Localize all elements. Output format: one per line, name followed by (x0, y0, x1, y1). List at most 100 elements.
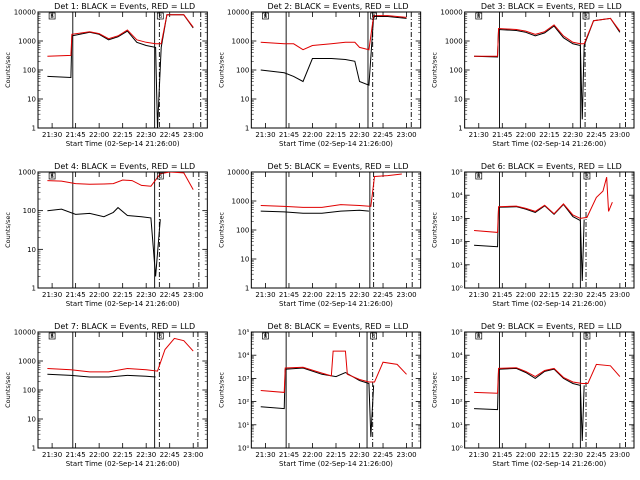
panel-det-6: Det 6: BLACK = Events, RED = LLD 10⁰ 10¹ 10… (431, 162, 635, 308)
x-tick-label: 21:30 (469, 451, 489, 459)
x-tick-label: 22:15 (326, 131, 346, 139)
series-lld (47, 337, 194, 373)
x-tick-label: 22:15 (539, 131, 559, 139)
plot-frame (37, 11, 208, 129)
series-lld (474, 176, 613, 233)
b-marker-box (370, 332, 377, 340)
b-marker-box (582, 12, 590, 20)
y-axis-label: Counts/sec (431, 212, 439, 248)
b-marker-label: B (372, 334, 376, 340)
y-tick-label: 10³ (451, 215, 463, 223)
b-marker-label: B (585, 334, 589, 340)
y-axis-label: Counts/sec (4, 212, 12, 248)
b-marker-label: B (477, 174, 481, 180)
plot-area (474, 332, 626, 448)
y-tick-label: 100 (23, 387, 36, 395)
y-axis-label: Counts/sec (217, 372, 225, 408)
chart-title: Det 4: BLACK = Events, RED = LLD (54, 162, 195, 171)
x-axis-label: Start Time (02-Sep-14 21:26:00) (279, 300, 393, 308)
x-tick-label: 21:30 (255, 131, 275, 139)
series-events (47, 14, 194, 128)
x-tick-label: 22:45 (373, 131, 393, 139)
x-tick-label: 21:45 (492, 291, 512, 299)
series-events (474, 17, 621, 120)
x-tick-label: 22:15 (539, 451, 559, 459)
x-tick-label: 22:00 (89, 131, 109, 139)
panel-det-3: Det 3: BLACK = Events, RED = LLD 1 10 100 10… (431, 2, 635, 148)
x-tick-label: 23:00 (396, 131, 416, 139)
x-axis-label: Start Time (02-Sep-14 21:26:00) (66, 140, 180, 148)
y-tick-label: 100 (236, 67, 249, 75)
plot-area (47, 12, 202, 128)
x-tick-label: 23:00 (396, 291, 416, 299)
b-marker-label: B (50, 334, 54, 340)
y-axis-label: Counts/sec (431, 52, 439, 88)
x-tick-label: 22:45 (160, 291, 180, 299)
x-tick-label: 21:30 (255, 451, 275, 459)
plot-frame (37, 331, 208, 449)
x-tick-label: 21:45 (492, 451, 512, 459)
b-marker-box (156, 12, 164, 20)
b-marker-box (262, 12, 269, 20)
x-tick-label: 23:00 (610, 291, 630, 299)
y-tick-label: 10⁰ (238, 445, 250, 453)
b-marker-label: B (159, 174, 163, 180)
series-events (474, 203, 585, 282)
x-tick-label: 23:00 (183, 451, 203, 459)
x-tick-label: 22:00 (516, 291, 536, 299)
y-tick-label: 10⁵ (451, 329, 463, 337)
x-tick-label: 22:00 (302, 451, 322, 459)
b-marker-box (156, 172, 164, 180)
b-marker-label: B (585, 174, 589, 180)
b-marker-box (583, 332, 591, 340)
b-marker-box (48, 12, 56, 20)
chart-title: Det 2: BLACK = Events, RED = LLD (268, 2, 409, 11)
plot-frame (250, 331, 422, 449)
y-axis-label: Counts/sec (217, 52, 225, 88)
x-tick-label: 22:45 (586, 131, 606, 139)
x-tick-label: 22:15 (113, 291, 133, 299)
plot-frame (250, 171, 422, 289)
panel-det-7: Det 7: BLACK = Events, RED = LLD 1 10 100 10… (4, 322, 208, 468)
b-marker-label: B (50, 14, 54, 20)
y-tick-label: 1 (32, 285, 36, 293)
x-tick-label: 22:30 (349, 291, 369, 299)
panel-det-8: Det 8: BLACK = Events, RED = LLD 10⁰ 10¹ 10… (217, 322, 422, 468)
y-tick-label: 10⁴ (451, 352, 463, 360)
b-marker-box (475, 12, 483, 20)
x-tick-label: 22:00 (89, 291, 109, 299)
x-tick-label: 22:45 (586, 291, 606, 299)
y-tick-label: 10 (454, 96, 463, 104)
y-tick-label: 10 (240, 256, 249, 264)
y-tick-label: 100 (236, 227, 249, 235)
x-tick-label: 22:30 (349, 451, 369, 459)
x-tick-label: 22:30 (136, 451, 156, 459)
y-tick-label: 10¹ (238, 421, 250, 429)
series-events (260, 209, 369, 214)
b-marker-label: B (159, 334, 163, 340)
x-tick-label: 22:30 (563, 291, 583, 299)
x-tick-label: 22:30 (136, 131, 156, 139)
series-lld (474, 363, 621, 394)
x-axis-label: Start Time (02-Sep-14 21:26:00) (492, 460, 606, 468)
panel-det-4: Det 4: BLACK = Events, RED = LLD 1 10 100 10… (4, 162, 208, 308)
x-tick-label: 22:15 (326, 451, 346, 459)
y-tick-label: 10² (451, 398, 463, 406)
b-marker-box (475, 172, 483, 180)
x-axis-label: Start Time (02-Sep-14 21:26:00) (66, 300, 180, 308)
x-tick-label: 23:00 (183, 131, 203, 139)
b-marker-box (583, 172, 591, 180)
y-axis-label: Counts/sec (4, 52, 12, 88)
series-lld (47, 14, 194, 57)
chart-title: Det 7: BLACK = Events, RED = LLD (54, 322, 195, 331)
plot-area (260, 332, 413, 448)
y-tick-label: 10000 (14, 329, 36, 337)
plot-area (47, 332, 199, 448)
y-tick-label: 1000 (445, 38, 463, 46)
x-tick-label: 22:30 (563, 131, 583, 139)
x-tick-label: 22:45 (586, 451, 606, 459)
plot-area (47, 172, 200, 288)
y-tick-label: 100 (449, 67, 462, 75)
x-tick-label: 22:15 (539, 291, 559, 299)
chart-title: Det 5: BLACK = Events, RED = LLD (268, 162, 409, 171)
